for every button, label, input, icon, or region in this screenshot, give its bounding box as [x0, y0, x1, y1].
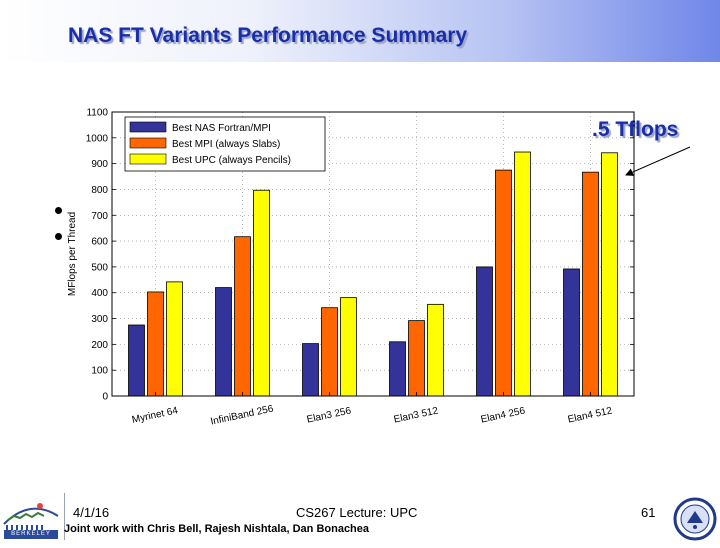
bar [215, 287, 232, 397]
footer-credit: Joint work with Chris Bell, Rajesh Nisht… [64, 523, 370, 535]
legend-swatch [129, 153, 167, 165]
y-tick-label: 700 [91, 211, 108, 222]
y-axis-label: MFlops per Thread [67, 212, 78, 296]
y-tick-label: 300 [91, 314, 108, 325]
annotation-arrow [625, 146, 691, 176]
y-tick-label: 100 [91, 366, 108, 377]
bar [476, 266, 493, 397]
x-tick-label: Elan4 256 [480, 405, 527, 425]
bar-chart: 0 100 200 300 400 500 600 700 800 900 1000 1100 Myr… [67, 108, 691, 428]
y-tick-label: 200 [91, 340, 108, 351]
slide-title: NAS FT Variants Performance Summary [68, 24, 468, 47]
legend-label: Best UPC (always Pencils) [172, 155, 291, 166]
plot-frame [111, 111, 635, 397]
bar [302, 343, 319, 397]
berkeley-lab-logo-text: BERKELEY LAB [4, 530, 58, 546]
bar [147, 291, 164, 397]
y-tick-label: 400 [91, 288, 108, 299]
bar [128, 324, 145, 397]
legend-label: Best MPI (always Slabs) [172, 139, 280, 150]
footer-date: 4/1/16 [73, 505, 110, 520]
footer-divider [64, 493, 65, 540]
bar [389, 341, 406, 397]
bar [340, 297, 357, 397]
page-number: 61 [641, 505, 656, 520]
legend-label: Best NAS Fortran/MPI [172, 123, 271, 134]
legend-swatch [129, 137, 167, 149]
x-tick-label: Elan3 512 [393, 405, 440, 425]
berkeley-lab-logo [0, 494, 64, 540]
title-band [0, 0, 720, 62]
y-tick-label: 1100 [86, 108, 108, 119]
y-tick-label: 0 [102, 392, 108, 403]
footer-course: CS267 Lecture: UPC [296, 505, 418, 520]
bar [427, 303, 444, 397]
legend: Best NAS Fortran/MPI Best MPI (always Sla… [124, 116, 326, 172]
uc-seal-icon [673, 497, 717, 541]
y-tick-label: 600 [91, 237, 108, 248]
bar [514, 151, 531, 397]
y-tick-label: 800 [91, 185, 108, 196]
bar [234, 236, 251, 397]
bar [563, 268, 580, 397]
bar [166, 281, 183, 397]
legend-swatch [129, 121, 167, 133]
bar [495, 169, 512, 397]
bar [408, 320, 425, 397]
x-tick-label: Myrinet 64 [131, 405, 179, 426]
bars [128, 151, 618, 397]
bullet-point [55, 207, 62, 214]
bullet-point [55, 233, 62, 240]
bar [582, 171, 599, 397]
tflops-annotation: .5 Tflops [592, 118, 679, 141]
y-tick-label: 900 [91, 159, 108, 170]
bar [253, 189, 270, 397]
bar [321, 307, 338, 397]
x-tick-label: Elan4 512 [567, 405, 614, 425]
x-tick-label: InfiniBand 256 [210, 403, 275, 427]
y-ticks: 0 100 200 300 400 500 600 700 800 900 1000 1100 [86, 108, 634, 403]
bar [601, 152, 618, 397]
x-ticks: Myrinet 64 InfiniBand 256 Elan3 256 Elan3 5… [131, 392, 614, 428]
y-tick-label: 500 [91, 262, 108, 273]
x-tick-label: Elan3 256 [306, 405, 353, 425]
y-tick-label: 1000 [86, 133, 109, 144]
